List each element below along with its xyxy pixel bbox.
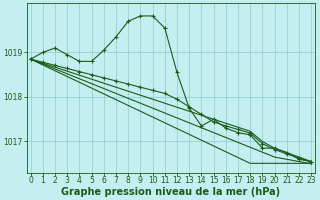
X-axis label: Graphe pression niveau de la mer (hPa): Graphe pression niveau de la mer (hPa) (61, 187, 280, 197)
